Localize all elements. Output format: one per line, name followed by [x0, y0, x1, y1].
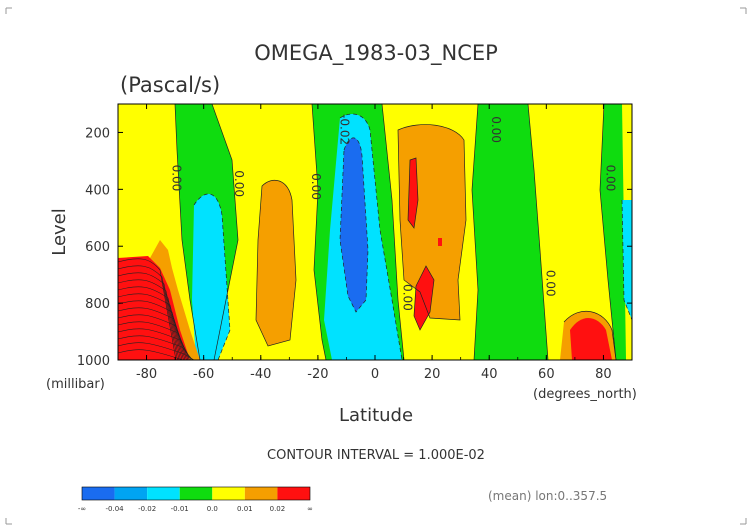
x-axis-title: Latitude: [339, 405, 413, 426]
x-unit-label: (degrees_north): [533, 387, 637, 402]
legend-swatch: [147, 487, 180, 500]
y-unit-label: (millibar): [46, 377, 105, 392]
legend-swatch: [277, 487, 310, 500]
contour-label: 0.00: [603, 165, 617, 192]
legend-label: ∞: [307, 505, 313, 513]
field-neg-strong-core: [340, 137, 368, 312]
x-tick-label: 40: [481, 367, 498, 382]
legend-swatch: [179, 487, 213, 500]
chart-title: OMEGA_1983-03_NCEP: [254, 41, 498, 66]
field-pos-strong-cell-4: [570, 317, 612, 360]
x-tick-label: -60: [193, 367, 214, 382]
contour-label: 0.00: [401, 284, 415, 311]
legend-label: 0.0: [207, 505, 218, 513]
legend-label: 0.01: [237, 505, 253, 513]
legend-label: 0.02: [270, 505, 286, 513]
contour-labels: 0.00 0.00 0.00 -0.02 0.00 0.00 0.00 0.00: [169, 114, 617, 311]
field-pos-weak-band-4: [528, 104, 616, 360]
legend-label: -∞: [78, 505, 86, 513]
legend-frame: [81, 486, 311, 501]
legend-swatch: [114, 487, 148, 500]
y-tick-label: 200: [85, 126, 110, 141]
mean-text: (mean) lon:0..357.5: [488, 489, 607, 503]
chart-units: (Pascal/s): [120, 73, 220, 97]
contour-interval-text: CONTOUR INTERVAL = 1.000E-02: [267, 448, 485, 463]
x-tick-label: -80: [136, 367, 157, 382]
legend-swatch: [212, 487, 245, 500]
field-neg-weak-trough-1: [192, 193, 230, 360]
plot-area: 0.00 0.00 0.00 -0.02 0.00 0.00 0.00 0.00: [118, 104, 632, 360]
legend-label: -0.02: [138, 505, 156, 513]
legend-label: -0.01: [171, 505, 189, 513]
x-tick-label: -40: [250, 367, 271, 382]
legend-swatch: [82, 487, 115, 500]
legend-label: -0.04: [106, 505, 125, 513]
x-tick-label: 80: [595, 367, 612, 382]
field-neg-weak-trough-3: [622, 200, 632, 320]
y-axis: 200 400 600 800 1000: [77, 126, 632, 369]
y-tick-label: 400: [85, 183, 110, 198]
corner-marks: [5, 7, 747, 525]
y-tick-label: 600: [85, 240, 110, 255]
field-pos-strong-cell-5: [118, 256, 190, 360]
field-pos-mid-cell-1: [256, 180, 296, 346]
contour-label: 0.00: [543, 270, 557, 297]
y-tick-label: 1000: [77, 354, 110, 369]
y-axis-title: Level: [49, 208, 70, 256]
contour-lines: [174, 104, 617, 360]
contour-label: 0.00: [169, 165, 183, 192]
x-tick-label: 0: [371, 367, 379, 382]
x-tick-label: -20: [307, 367, 328, 382]
contour-label: 0.00: [232, 170, 246, 197]
field-pos-strong-cell-3: [438, 238, 442, 246]
color-legend: -∞ -0.04 -0.02 -0.01 0.0 0.01 0.02 ∞: [78, 486, 313, 513]
x-axis: -80 -60 -40 -20 0 20 40 60 80: [117, 104, 633, 382]
x-tick-label: 20: [424, 367, 441, 382]
x-tick-label: 60: [538, 367, 555, 382]
contour-label: -0.02: [338, 114, 352, 145]
y-tick-label: 800: [85, 297, 110, 312]
dashed-contour-lines: [193, 113, 632, 360]
field-pos-strong-cell-1: [408, 158, 418, 228]
legend-swatch: [244, 487, 278, 500]
contour-label: 0.00: [309, 173, 323, 200]
field-pos-strong-cell-2: [414, 266, 434, 330]
dense-contours: [118, 258, 196, 360]
contour-label: 0.00: [489, 116, 503, 143]
